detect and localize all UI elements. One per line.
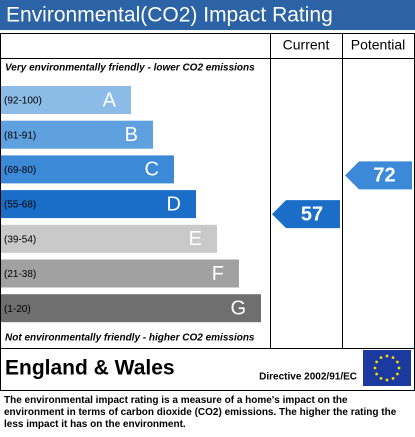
description: The environmental impact rating is a mea… xyxy=(4,395,397,430)
band-letter: A xyxy=(103,89,117,111)
flag-star xyxy=(373,366,377,370)
band-letter: D xyxy=(167,193,181,215)
title-bar xyxy=(0,0,415,30)
band-range: (39-54) xyxy=(4,234,36,245)
directive: Directive 2002/91/EC xyxy=(259,372,357,383)
flag-star xyxy=(395,372,399,376)
potential-arrow xyxy=(345,161,412,190)
band-bar xyxy=(1,120,153,149)
eu-flag xyxy=(363,350,411,386)
flag-star xyxy=(375,372,379,376)
region: England & Wales xyxy=(5,357,175,380)
flag-star xyxy=(385,354,389,358)
band-range: (55-68) xyxy=(4,200,36,211)
title: Environmental(CO2) Impact Rating xyxy=(6,4,333,27)
flag-star xyxy=(375,360,379,364)
flag-star xyxy=(391,356,395,360)
band-bar xyxy=(1,155,174,184)
band-range: (92-100) xyxy=(4,96,42,107)
current-arrow xyxy=(272,200,340,229)
flag-star xyxy=(391,376,395,380)
flag-star xyxy=(379,356,383,360)
potential-value: 72 xyxy=(373,165,395,187)
band-range: (81-91) xyxy=(4,130,36,141)
flag-star xyxy=(397,366,401,370)
band-bar xyxy=(1,294,261,323)
flag-star xyxy=(379,376,383,380)
band-range: (21-38) xyxy=(4,269,36,280)
band-bar xyxy=(1,86,131,114)
current-value: 57 xyxy=(301,203,323,225)
flag-star xyxy=(395,360,399,364)
band-bar xyxy=(1,259,239,288)
top-note: Very environmentally friendly - lower CO… xyxy=(5,63,255,74)
bottom-note: Not environmentally friendly - higher CO… xyxy=(5,333,255,344)
band-letter: B xyxy=(125,124,138,146)
band-range: (69-80) xyxy=(4,165,36,176)
flag-star xyxy=(385,378,389,382)
band-letter: E xyxy=(189,228,202,250)
band-letter: F xyxy=(212,263,224,285)
rating-graphic: Environmental(CO2) Impact Rating Current… xyxy=(0,0,415,391)
band-letter: G xyxy=(230,297,246,319)
band-bar xyxy=(1,190,196,219)
band-letter: C xyxy=(145,159,159,181)
potential-header: Potential xyxy=(351,37,405,53)
band-bar xyxy=(1,224,217,253)
band-range: (1-20) xyxy=(4,304,31,315)
current-header: Current xyxy=(283,37,330,53)
